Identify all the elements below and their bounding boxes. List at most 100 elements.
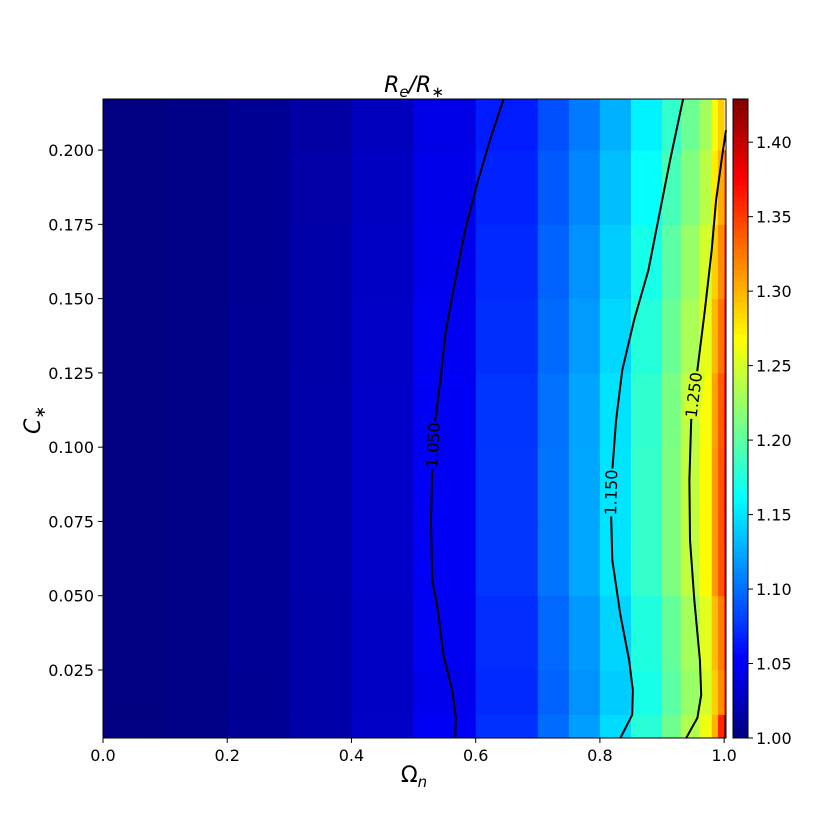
heatmap-cell: [568, 372, 601, 448]
heatmap-cell: [289, 224, 352, 300]
heatmap-cell: [568, 447, 601, 522]
heatmap-cell: [699, 150, 713, 225]
heatmap-cell: [630, 298, 663, 374]
heatmap-cell: [680, 150, 700, 225]
heatmap-cell: [289, 150, 352, 225]
heatmap-cell: [662, 447, 682, 522]
colorbar-segment: [733, 258, 748, 265]
heatmap-cell: [475, 372, 539, 448]
colorbar-segment: [733, 732, 748, 739]
heatmap-cell: [724, 298, 727, 374]
colorbar-segment: [733, 130, 748, 137]
heatmap-cell: [413, 669, 477, 715]
heatmap-cell: [289, 99, 352, 151]
heatmap-cell: [475, 521, 539, 597]
colorbar-segment: [733, 232, 748, 238]
colorbar-segment: [733, 109, 748, 116]
heatmap-cell: [413, 521, 477, 597]
colorbar-segment: [733, 583, 748, 590]
heatmap-cell: [227, 447, 290, 522]
heatmap-cell: [103, 372, 166, 448]
x-tick-label: 1.0: [711, 746, 736, 765]
colorbar-segment: [733, 152, 748, 159]
colorbar-segment: [733, 658, 748, 664]
colorbar-segment: [733, 354, 748, 361]
heatmap-cell: [537, 521, 570, 597]
colorbar-segment: [733, 301, 748, 308]
heatmap-cell: [662, 150, 682, 225]
heatmap-cell: [699, 99, 713, 151]
colorbar-segment: [733, 168, 748, 175]
colorbar-segment: [733, 477, 748, 483]
colorbar-segment: [733, 216, 748, 222]
colorbar-segment: [733, 556, 748, 563]
x-axis-label: Ωn: [401, 763, 427, 791]
heatmap-cell: [699, 595, 713, 671]
heatmap-cell: [711, 372, 719, 448]
colorbar-segment: [733, 157, 748, 164]
x-label-part: n: [418, 773, 428, 791]
colorbar-segment: [733, 178, 748, 185]
colorbar-segment: [733, 375, 748, 382]
heatmap-cell: [711, 150, 719, 225]
colorbar-segment: [733, 338, 748, 345]
heatmap-cell: [630, 447, 663, 522]
heatmap-cell: [724, 521, 727, 597]
heatmap-cell: [103, 521, 166, 597]
colorbar-segment: [733, 221, 748, 228]
heatmap-cell: [165, 521, 228, 597]
heatmap-cell: [662, 714, 682, 739]
colorbar-segment: [733, 647, 748, 654]
colorbar-segment: [733, 306, 748, 313]
heatmap-cell: [289, 447, 352, 522]
colorbar-segment: [733, 418, 748, 425]
heatmap-cell: [475, 150, 539, 225]
heatmap-cell: [227, 298, 290, 374]
heatmap-cell: [165, 298, 228, 374]
x-tick-label: 0.4: [339, 746, 364, 765]
x-label-part: Ω: [401, 763, 418, 788]
heatmap-cell: [351, 595, 414, 671]
heatmap-cell: [475, 595, 539, 671]
colorbar-segment: [733, 636, 748, 643]
heatmap-cell: [413, 714, 477, 739]
heatmap-cell: [711, 298, 719, 374]
colorbar-segment: [733, 402, 748, 409]
heatmap-cell: [537, 595, 570, 671]
heatmap-cell: [680, 669, 700, 715]
colorbar-segment: [733, 248, 748, 254]
colorbar-segment: [733, 604, 748, 611]
colorbar-segment: [733, 391, 748, 398]
colorbar-segment: [733, 594, 748, 601]
heatmap-cell: [599, 150, 632, 225]
colorbar-tick-label: 1.05: [756, 655, 792, 674]
colorbar-segment: [733, 626, 748, 632]
colorbar-segment: [733, 333, 748, 340]
heatmap-cell: [711, 595, 719, 671]
heatmap-cell: [630, 150, 663, 225]
heatmap-cell: [537, 447, 570, 522]
colorbar-segment: [733, 525, 748, 531]
heatmap-cell: [475, 99, 539, 151]
heatmap-cell: [165, 150, 228, 225]
heatmap-cell: [699, 521, 713, 597]
heatmap-cell: [717, 595, 725, 671]
colorbar-segment: [733, 514, 748, 521]
heatmap-cell: [630, 521, 663, 597]
y-axis-label: C∗: [21, 406, 49, 434]
heatmap-cell: [662, 595, 682, 671]
colorbar-segment: [733, 343, 748, 350]
colorbar-segment: [733, 546, 748, 553]
colorbar-segment: [733, 370, 748, 377]
heatmap-cell: [699, 669, 713, 715]
heatmap-cell: [103, 224, 166, 300]
colorbar-segment: [733, 141, 748, 148]
colorbar-segment: [733, 99, 748, 105]
heatmap-cell: [599, 669, 632, 715]
heatmap-cell: [599, 99, 632, 151]
heatmap-cell: [289, 714, 352, 739]
heatmap-cell: [227, 150, 290, 225]
heatmap-cell: [351, 447, 414, 522]
heatmap-cell: [413, 447, 477, 522]
heatmap-cell: [413, 99, 477, 151]
